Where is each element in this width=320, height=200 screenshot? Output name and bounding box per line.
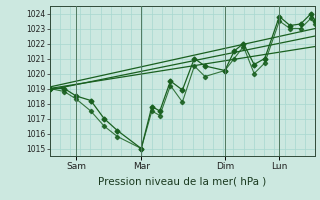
X-axis label: Pression niveau de la mer( hPa ): Pression niveau de la mer( hPa )	[98, 176, 267, 186]
